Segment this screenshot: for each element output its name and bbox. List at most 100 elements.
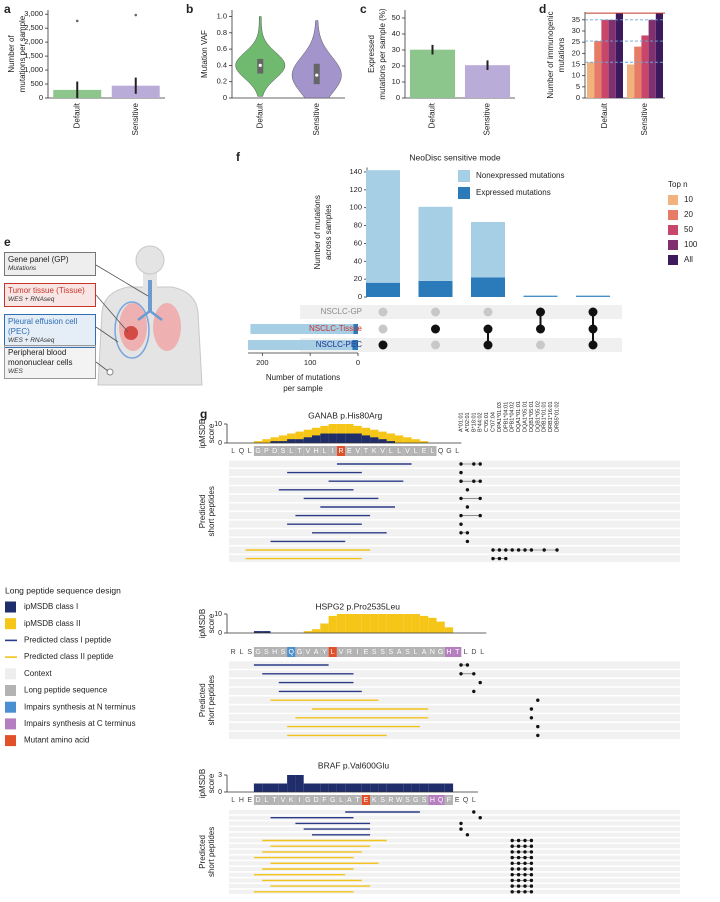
allele-dot bbox=[529, 850, 534, 854]
y-tick-label: 0 bbox=[39, 93, 43, 102]
score-class-ii bbox=[320, 623, 329, 633]
residue: S bbox=[405, 797, 410, 804]
score-class-i bbox=[386, 441, 395, 443]
residue: E bbox=[455, 797, 460, 804]
row-band bbox=[229, 670, 680, 678]
residue: L bbox=[231, 448, 235, 455]
allele-dot bbox=[465, 505, 470, 509]
row-band bbox=[229, 469, 680, 477]
score-class-i bbox=[303, 437, 312, 443]
allele-label: B*18:01 bbox=[471, 412, 477, 432]
allele-dot bbox=[459, 496, 463, 501]
residue-box bbox=[287, 446, 296, 456]
allele-label: DQB1*05:02 bbox=[535, 401, 541, 432]
allele-dot bbox=[516, 850, 521, 854]
allele-dot bbox=[516, 867, 521, 871]
allele-label: B*44:02 bbox=[478, 412, 484, 432]
residue: E bbox=[347, 448, 352, 455]
residue-box bbox=[287, 795, 296, 805]
set-label: NSCLC-GP bbox=[321, 307, 362, 316]
residue: V bbox=[306, 448, 311, 455]
bar bbox=[409, 49, 456, 98]
residue-box bbox=[278, 446, 288, 456]
residue-box bbox=[345, 795, 354, 805]
legend-label: 100 bbox=[684, 240, 698, 249]
y-tick-label: 80 bbox=[354, 221, 362, 230]
allele-dot bbox=[491, 548, 495, 552]
bar bbox=[627, 64, 635, 98]
score-class-ii bbox=[395, 435, 404, 443]
score-class-i bbox=[262, 631, 271, 633]
allele-label: DRB1*16:01 bbox=[548, 401, 554, 432]
residue-box bbox=[270, 446, 279, 456]
source-title: Gene panel (GP) bbox=[8, 255, 69, 264]
allele-label: DPB1*04:01 bbox=[503, 402, 509, 432]
y-axis-label: score bbox=[207, 773, 216, 793]
y-tick-label: 2,500 bbox=[24, 23, 43, 32]
residue: L bbox=[430, 448, 434, 455]
stacked-bar bbox=[523, 295, 558, 297]
allele-dot bbox=[510, 878, 514, 883]
residue-box bbox=[403, 647, 412, 657]
residue: V bbox=[405, 448, 410, 455]
y-axis-label: short peptides bbox=[207, 486, 216, 536]
legend-label: Context bbox=[24, 669, 52, 678]
score-class-i bbox=[270, 441, 279, 443]
residue-box bbox=[328, 795, 337, 805]
score-class-i bbox=[444, 783, 454, 792]
residue: S bbox=[247, 649, 252, 656]
residue-box bbox=[336, 446, 346, 456]
legend-label: ipMSDB class II bbox=[24, 619, 80, 628]
residue: W bbox=[396, 797, 403, 804]
residue: Q bbox=[438, 448, 444, 455]
residue-box bbox=[378, 795, 387, 805]
row-band bbox=[229, 503, 680, 511]
row-band bbox=[229, 494, 680, 502]
y-tick-label: 5 bbox=[576, 82, 580, 91]
y-axis-label: ipMSDB bbox=[198, 419, 207, 448]
violin-median bbox=[315, 73, 319, 77]
row-band bbox=[229, 687, 680, 695]
y-tick-label: 0 bbox=[358, 292, 362, 301]
allele-dot bbox=[529, 716, 534, 720]
residue-box bbox=[478, 647, 487, 657]
residue-box bbox=[245, 446, 254, 456]
residue: K bbox=[372, 797, 377, 804]
y-axis-label: Expressed bbox=[367, 35, 376, 73]
allele-dot bbox=[478, 513, 482, 518]
residue-box bbox=[370, 795, 379, 805]
residue-box bbox=[237, 647, 246, 657]
legend-label: Predicted class I peptide bbox=[24, 636, 112, 645]
residue-box bbox=[312, 795, 321, 805]
residue: I bbox=[299, 797, 301, 804]
residue: V bbox=[306, 649, 311, 656]
score-class-i bbox=[320, 433, 329, 443]
residue: R bbox=[347, 649, 352, 656]
x-tick-label: Sensitive bbox=[312, 102, 321, 135]
panel-letter: a bbox=[4, 2, 11, 16]
residue-box bbox=[237, 446, 246, 456]
residue: G bbox=[305, 797, 310, 804]
residue: L bbox=[397, 448, 401, 455]
legend-swatch bbox=[5, 618, 16, 630]
y-axis-label: score bbox=[207, 613, 216, 633]
score-class-ii bbox=[262, 439, 271, 443]
y-tick-label: 20 bbox=[572, 48, 580, 57]
residue: R bbox=[339, 448, 344, 455]
set-size-bar bbox=[250, 324, 354, 334]
residue-box bbox=[469, 795, 478, 805]
residue-box bbox=[253, 795, 263, 805]
y-tick-label: 10 bbox=[214, 421, 222, 428]
score-class-ii bbox=[370, 429, 379, 443]
residue-box bbox=[245, 795, 254, 805]
violin bbox=[291, 20, 342, 99]
residue-box bbox=[411, 446, 420, 456]
allele-dot bbox=[523, 838, 527, 843]
violin bbox=[235, 16, 286, 97]
residue-box bbox=[262, 446, 271, 456]
row-band bbox=[229, 809, 680, 815]
y-axis-label: Predicted bbox=[198, 494, 207, 528]
score-class-i bbox=[295, 439, 304, 443]
y-tick-label: 0.8 bbox=[217, 28, 227, 37]
residue: L bbox=[414, 448, 418, 455]
